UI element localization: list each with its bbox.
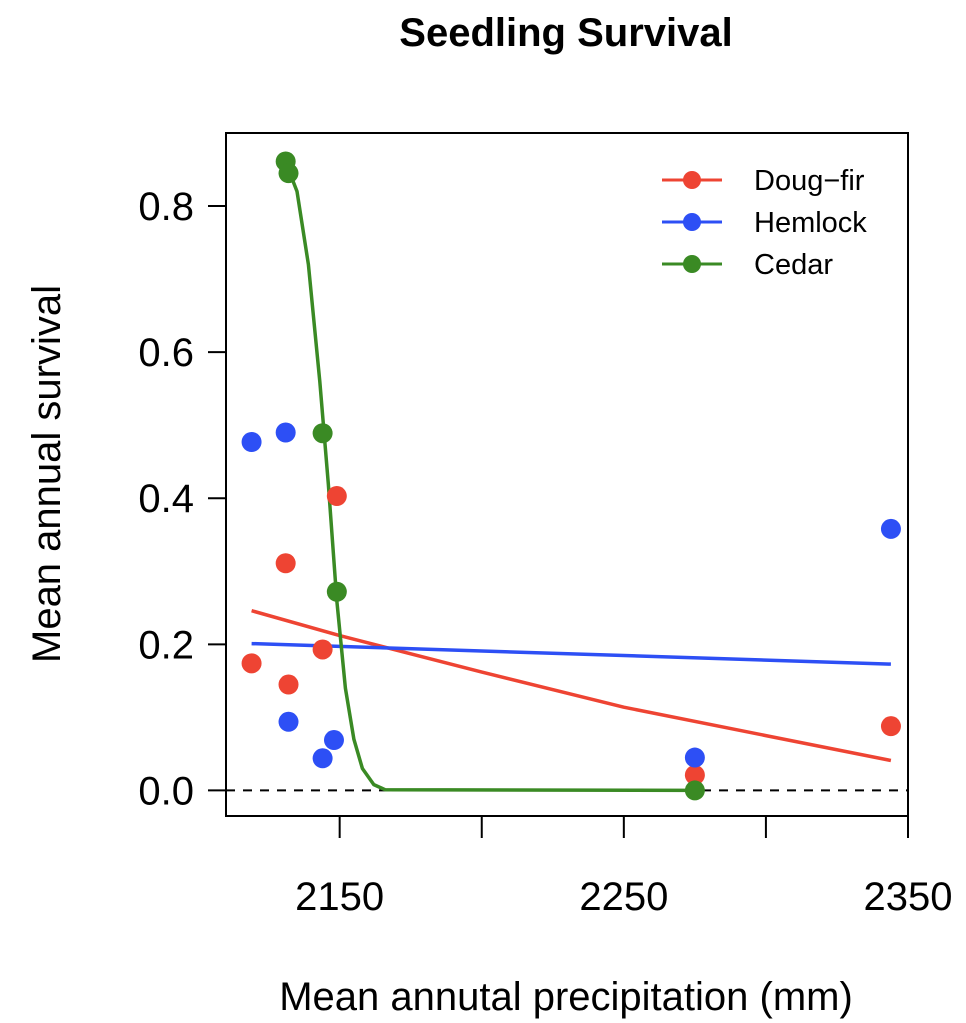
data-point bbox=[312, 639, 333, 660]
data-point bbox=[312, 423, 333, 444]
x-axis-label: Mean annutal precipitation (mm) bbox=[279, 975, 853, 1019]
x-tick-label: 2150 bbox=[295, 875, 384, 919]
y-tick-label: 0.4 bbox=[138, 477, 194, 521]
chart-title: Seedling Survival bbox=[399, 11, 732, 55]
y-tick-label: 0.0 bbox=[138, 769, 194, 813]
y-tick-label: 0.8 bbox=[138, 185, 194, 229]
data-point bbox=[880, 518, 901, 539]
data-point bbox=[275, 422, 296, 443]
data-point bbox=[278, 674, 299, 695]
y-axis: 0.0 0.2 0.4 0.6 0.8 bbox=[138, 185, 226, 813]
data-point bbox=[684, 780, 705, 801]
x-tick-label: 2250 bbox=[579, 875, 668, 919]
legend-label: Doug−fir bbox=[754, 165, 865, 197]
data-point bbox=[241, 431, 262, 452]
y-axis-label: Mean annual survival bbox=[25, 285, 69, 663]
legend-marker bbox=[683, 171, 701, 189]
data-point bbox=[880, 716, 901, 737]
legend-marker bbox=[683, 213, 701, 231]
y-tick-label: 0.2 bbox=[138, 623, 194, 667]
data-point bbox=[323, 730, 344, 751]
plot-frame bbox=[225, 132, 909, 817]
x-axis: 2150 2250 2350 bbox=[295, 816, 952, 919]
fit-line-cedar bbox=[284, 161, 695, 793]
data-points bbox=[241, 151, 901, 801]
data-point bbox=[326, 486, 347, 507]
data-point bbox=[275, 553, 296, 574]
data-point bbox=[684, 747, 705, 768]
fit-line-doug-fir bbox=[251, 609, 892, 763]
legend-label: Hemlock bbox=[754, 207, 867, 239]
data-point bbox=[326, 581, 347, 602]
fit-line-hemlock bbox=[251, 641, 891, 666]
data-point bbox=[312, 748, 333, 769]
y-tick-label: 0.6 bbox=[138, 331, 194, 375]
data-point bbox=[684, 765, 705, 786]
legend: Doug−fir Hemlock Cedar bbox=[662, 165, 867, 281]
data-point bbox=[241, 653, 262, 674]
data-point bbox=[278, 711, 299, 732]
fit-lines bbox=[251, 161, 892, 793]
legend-label: Cedar bbox=[754, 249, 833, 281]
x-tick-label: 2350 bbox=[864, 875, 953, 919]
legend-marker bbox=[683, 255, 701, 273]
data-point bbox=[278, 163, 299, 184]
